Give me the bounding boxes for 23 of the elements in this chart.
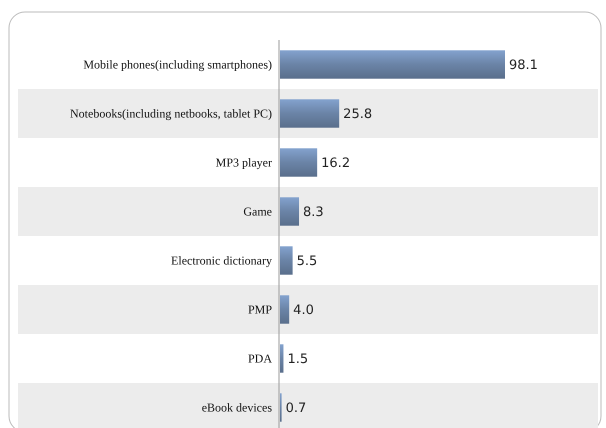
- y-tick-label: Notebooks(including netbooks, tablet PC): [70, 106, 272, 120]
- y-tick-label: Game: [243, 204, 272, 218]
- y-tick-label: PMP: [248, 302, 272, 316]
- y-tick-label: Electronic dictionary: [171, 253, 272, 268]
- data-label: 16.2: [321, 156, 350, 172]
- data-label: 4.0: [293, 303, 314, 318]
- data-label: 0.7: [286, 401, 306, 416]
- y-tick-label: PDA: [248, 351, 272, 366]
- data-label: 8.3: [303, 205, 324, 220]
- bar: [280, 148, 318, 177]
- bar: [280, 246, 293, 275]
- data-label: 5.5: [296, 254, 318, 270]
- data-label: 98.1: [509, 58, 538, 74]
- bar: [280, 295, 290, 324]
- y-tick-label: Mobile phones(including smartphones): [83, 57, 272, 72]
- y-tick-label: eBook devices: [202, 400, 272, 414]
- bar: [280, 344, 284, 373]
- bar: [280, 50, 505, 79]
- bar: [280, 99, 340, 128]
- y-tick-label: MP3 player: [216, 155, 272, 170]
- bar: [280, 197, 300, 226]
- data-label: 25.8: [343, 107, 372, 122]
- data-label: 1.5: [287, 352, 308, 368]
